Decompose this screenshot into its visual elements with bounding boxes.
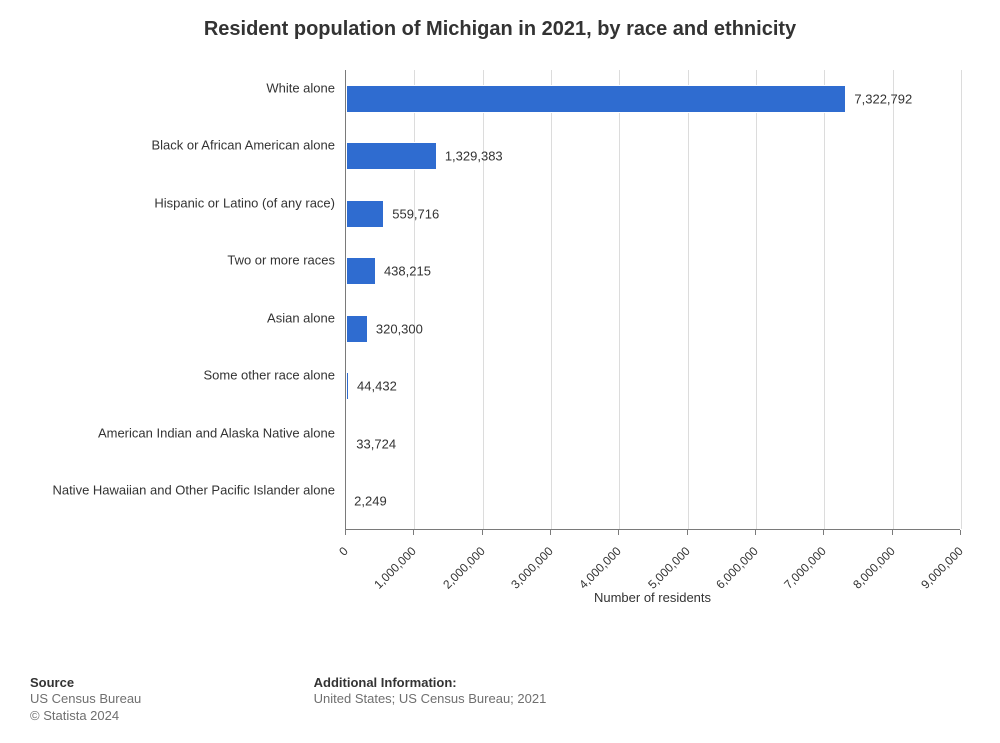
x-tick [550,530,551,535]
x-tick-label: 6,000,000 [713,544,761,592]
bar-row: American Indian and Alaska Native alone [0,405,1000,463]
x-tick-label: 9,000,000 [918,544,966,592]
x-tick [482,530,483,535]
footer-source-heading: Source [30,675,310,690]
x-tick [755,530,756,535]
bar-row: Hispanic or Latino (of any race) [0,175,1000,233]
bar-row: Black or African American alone [0,118,1000,176]
bar-row: White alone [0,60,1000,118]
bar-row: Some other race alone [0,348,1000,406]
footer-source-line: US Census Bureau [30,690,310,708]
bar-row: Native Hawaiian and Other Pacific Island… [0,463,1000,521]
x-tick [413,530,414,535]
x-tick-label: 8,000,000 [850,544,898,592]
x-tick-labels: 01,000,0002,000,0003,000,0004,000,0005,0… [345,538,960,578]
chart-area: 7,322,7921,329,383559,716438,215320,3004… [0,60,1000,620]
x-tick-label: 4,000,000 [577,544,625,592]
category-label: American Indian and Alaska Native alone [20,426,335,441]
category-label: Asian alone [20,311,335,326]
chart-footer: Source US Census Bureau © Statista 2024 … [30,675,970,725]
x-tick [823,530,824,535]
category-label: Two or more races [20,254,335,269]
x-tick-row [345,530,960,536]
category-label: White alone [20,81,335,96]
x-tick-label: 0 [336,544,351,559]
x-axis-title: Number of residents [345,590,960,605]
x-tick-label: 1,000,000 [372,544,420,592]
category-label: Some other race alone [20,369,335,384]
footer-info-line: United States; US Census Bureau; 2021 [314,690,914,708]
x-tick-label: 7,000,000 [782,544,830,592]
bar-row: Two or more races [0,233,1000,291]
x-tick [687,530,688,535]
x-tick-label: 3,000,000 [508,544,556,592]
x-tick-label: 5,000,000 [645,544,693,592]
category-label: Black or African American alone [20,139,335,154]
category-label: Native Hawaiian and Other Pacific Island… [20,484,335,499]
x-tick [345,530,346,535]
x-tick [960,530,961,535]
category-label: Hispanic or Latino (of any race) [20,196,335,211]
footer-source-col: Source US Census Bureau © Statista 2024 [30,675,310,725]
footer-info-col: Additional Information: United States; U… [314,675,914,708]
bar-row: Asian alone [0,290,1000,348]
footer-info-heading: Additional Information: [314,675,914,690]
footer-source-line: © Statista 2024 [30,707,310,725]
x-tick [618,530,619,535]
x-tick-label: 2,000,000 [440,544,488,592]
chart-title: Resident population of Michigan in 2021,… [0,0,1000,41]
x-tick [892,530,893,535]
